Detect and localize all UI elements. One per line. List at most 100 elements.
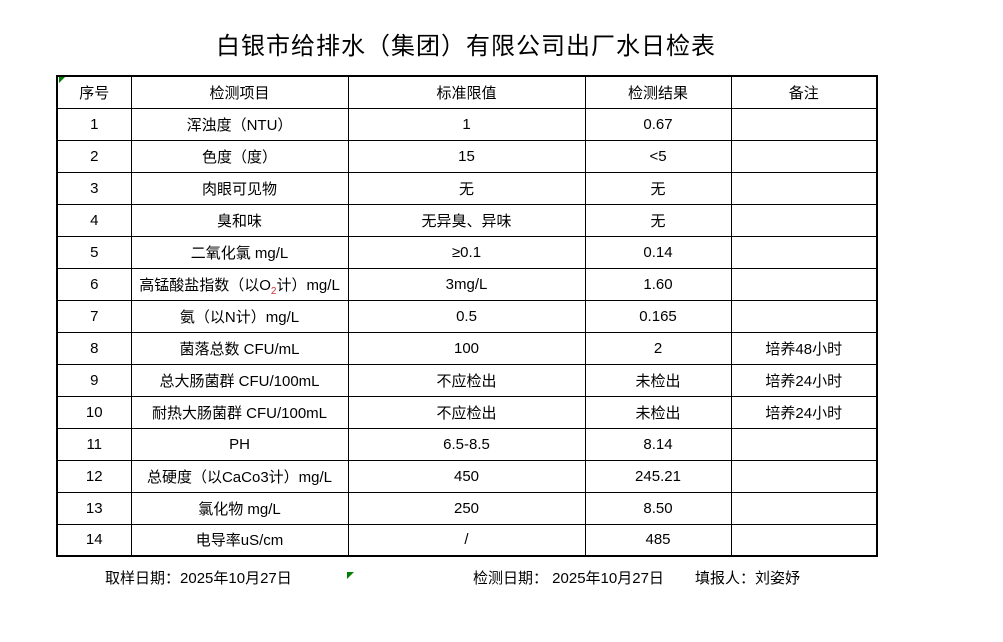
reporter-label: 填报人： <box>695 570 756 587</box>
cell-remark <box>730 203 878 237</box>
sample-date-label: 取样日期： <box>105 570 181 587</box>
cell-item: 氯化物 mg/L <box>130 491 349 525</box>
cell-limit: 6.5-8.5 <box>347 427 586 461</box>
cell-remark: 培养24小时 <box>730 363 878 397</box>
sample-date: 取样日期：2025年10月27日 <box>105 567 292 588</box>
cell-result: 485 <box>584 523 732 557</box>
header-cell-limit: 标准限值 <box>347 75 586 109</box>
inspection-table-wrap: 序号 检测项目 标准限值 检测结果 备注 1 浑浊度（NTU） 1 0.67 <box>56 75 878 579</box>
page-title: 白银市给排水（集团）有限公司出厂水日检表 <box>216 33 716 60</box>
table-row-13: 13 氯化物 mg/L 250 8.50 <box>56 491 878 525</box>
cell-result: 无 <box>584 171 732 205</box>
cell-item: 电导率uS/cm <box>130 523 349 557</box>
table-row-9: 9 总大肠菌群 CFU/100mL 不应检出 未检出 培养24小时 <box>56 363 878 397</box>
cell-remark <box>730 107 878 141</box>
cell-no: 10 <box>56 395 132 429</box>
cell-result: 0.14 <box>584 235 732 269</box>
cell-limit: 0.5 <box>347 299 586 333</box>
cell-no: 13 <box>56 491 132 525</box>
cell-item: 色度（度） <box>130 139 349 173</box>
cell-no: 4 <box>56 203 132 237</box>
cell-limit: 无 <box>347 171 586 205</box>
cell-limit: 3mg/L <box>347 267 586 301</box>
header-cell-no: 序号 <box>56 75 132 109</box>
table-row-5: 5 二氧化氯 mg/L ≥0.1 0.14 <box>56 235 878 269</box>
cell-item: 臭和味 <box>130 203 349 237</box>
excel-fill-handle-icon <box>347 572 354 579</box>
sheet-content: 白银市给排水（集团）有限公司出厂水日检表 序号 检测项目 标准限值 检测结果 备… <box>56 0 878 587</box>
cell-remark <box>730 459 878 493</box>
cell-remark <box>730 299 878 333</box>
footer: 取样日期：2025年10月27日 检测日期： 2025年10月27日 填报人：刘… <box>56 567 876 587</box>
cell-limit: 不应检出 <box>347 363 586 397</box>
cell-result: 8.14 <box>584 427 732 461</box>
cell-remark: 培养24小时 <box>730 395 878 429</box>
table-row-10: 10 耐热大肠菌群 CFU/100mL 不应检出 未检出 培养24小时 <box>56 395 878 429</box>
table-row-8: 8 菌落总数 CFU/mL 100 2 培养48小时 <box>56 331 878 365</box>
cell-remark <box>730 491 878 525</box>
cell-remark: 培养48小时 <box>730 331 878 365</box>
cell-result: 2 <box>584 331 732 365</box>
cell-item: 耐热大肠菌群 CFU/100mL <box>130 395 349 429</box>
table-row-11: 11 PH 6.5-8.5 8.14 <box>56 427 878 461</box>
cell-result: 1.60 <box>584 267 732 301</box>
sample-date-value: 2025年10月27日 <box>180 570 292 587</box>
cell-no: 3 <box>56 171 132 205</box>
cell-remark <box>730 235 878 269</box>
cell-remark <box>730 139 878 173</box>
test-date: 检测日期： 2025年10月27日 <box>473 567 664 588</box>
test-date-label: 检测日期： <box>473 570 553 587</box>
table-row-7: 7 氨（以N计）mg/L 0.5 0.165 <box>56 299 878 333</box>
cell-limit: 15 <box>347 139 586 173</box>
cell-limit: ≥0.1 <box>347 235 586 269</box>
cell-limit: 不应检出 <box>347 395 586 429</box>
cell-item: 总大肠菌群 CFU/100mL <box>130 363 349 397</box>
cell-remark <box>730 267 878 301</box>
cell-result: <5 <box>584 139 732 173</box>
table-row-14: 14 电导率uS/cm / 485 <box>56 523 878 557</box>
cell-no: 5 <box>56 235 132 269</box>
cell-result: 未检出 <box>584 395 732 429</box>
cell-result: 无 <box>584 203 732 237</box>
cell-no: 8 <box>56 331 132 365</box>
excel-error-indicator-icon <box>59 77 65 83</box>
cell-remark <box>730 523 878 557</box>
cell-item: 高锰酸盐指数（以O2计）mg/L <box>130 267 349 301</box>
cell-no: 11 <box>56 427 132 461</box>
cell-no: 6 <box>56 267 132 301</box>
cell-no: 9 <box>56 363 132 397</box>
cell-no: 2 <box>56 139 132 173</box>
cell-item: 总硬度（以CaCo3计）mg/L <box>130 459 349 493</box>
table-header-row: 序号 检测项目 标准限值 检测结果 备注 <box>56 75 878 109</box>
cell-limit: / <box>347 523 586 557</box>
cell-no: 12 <box>56 459 132 493</box>
table-row-2: 2 色度（度） 15 <5 <box>56 139 878 173</box>
cell-limit: 无异臭、异味 <box>347 203 586 237</box>
cell-limit: 450 <box>347 459 586 493</box>
header-cell-item: 检测项目 <box>130 75 349 109</box>
cell-item: 菌落总数 CFU/mL <box>130 331 349 365</box>
reporter-name: 刘姿妤 <box>755 570 801 587</box>
cell-limit: 1 <box>347 107 586 141</box>
table-row-12: 12 总硬度（以CaCo3计）mg/L 450 245.21 <box>56 459 878 493</box>
table-row-3: 3 肉眼可见物 无 无 <box>56 171 878 205</box>
cell-item: 肉眼可见物 <box>130 171 349 205</box>
table-row-4: 4 臭和味 无异臭、异味 无 <box>56 203 878 237</box>
cell-remark <box>730 427 878 461</box>
test-date-value: 2025年10月27日 <box>552 570 664 587</box>
reporter: 填报人：刘姿妤 <box>695 567 800 588</box>
table-row-1: 1 浑浊度（NTU） 1 0.67 <box>56 107 878 141</box>
cell-result: 8.50 <box>584 491 732 525</box>
cell-no: 14 <box>56 523 132 557</box>
cell-item: 氨（以N计）mg/L <box>130 299 349 333</box>
header-cell-remark: 备注 <box>730 75 878 109</box>
cell-item: PH <box>130 427 349 461</box>
cell-no: 7 <box>56 299 132 333</box>
cell-result: 未检出 <box>584 363 732 397</box>
cell-result: 245.21 <box>584 459 732 493</box>
cell-result: 0.67 <box>584 107 732 141</box>
table-row-6: 6 高锰酸盐指数（以O2计）mg/L 3mg/L 1.60 <box>56 267 878 301</box>
cell-result: 0.165 <box>584 299 732 333</box>
cell-no: 1 <box>56 107 132 141</box>
